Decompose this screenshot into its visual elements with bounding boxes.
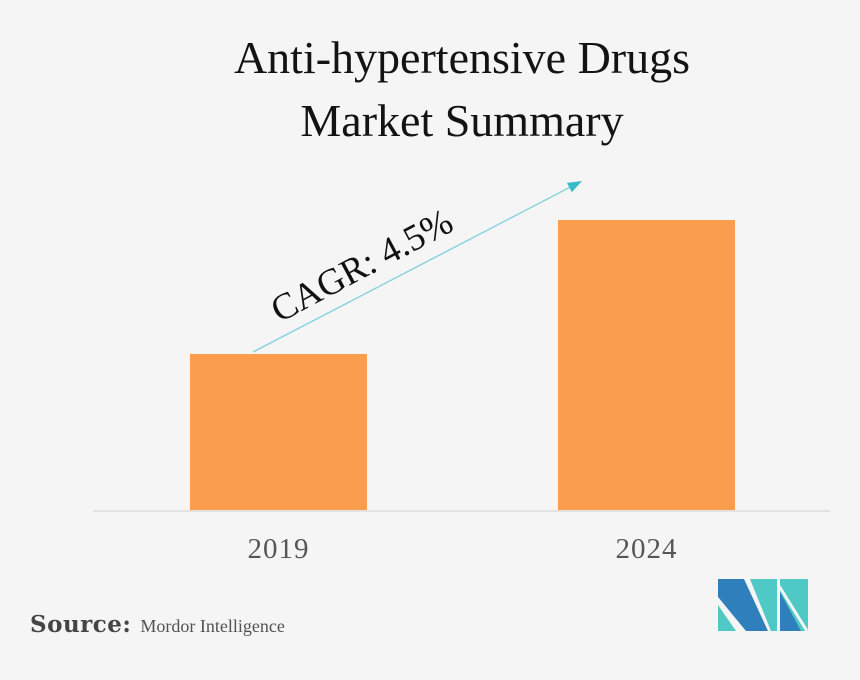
chart-title-line1: Anti-hypertensive Drugs: [233, 32, 691, 83]
x-axis-line: [93, 510, 830, 512]
chart-title-line2: Market Summary: [300, 95, 624, 146]
chart-title: Anti-hypertensive Drugs Market Summary: [64, 26, 860, 152]
bar-2024: [558, 220, 735, 511]
growth-arrow-line: [252, 180, 582, 353]
source-label: Source:: [30, 611, 132, 638]
source-value: Mordor Intelligence: [140, 616, 285, 636]
x-tick-2019: 2019: [247, 533, 310, 565]
mordor-intelligence-logo-icon: [718, 579, 808, 631]
source: Source: Mordor Intelligence: [30, 611, 285, 638]
cagr-annotation: CAGR: 4.5%: [264, 201, 460, 331]
x-tick-2024: 2024: [615, 533, 678, 565]
bar-2019: [190, 354, 367, 511]
